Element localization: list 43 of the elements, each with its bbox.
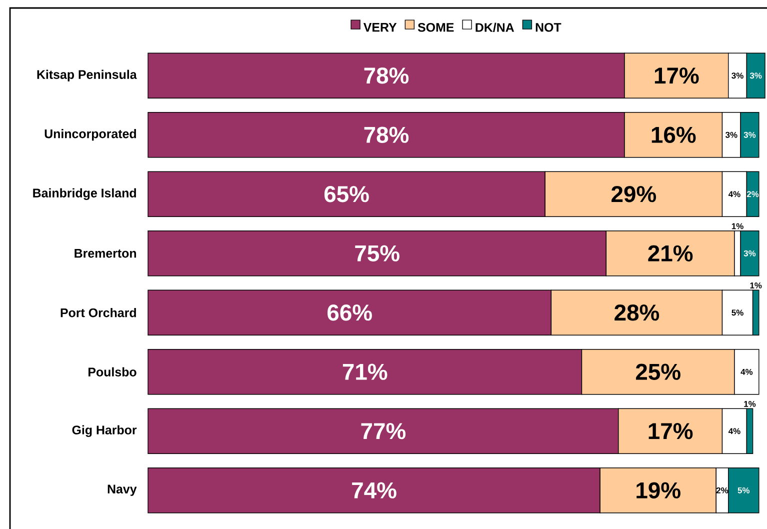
legend-label: SOME [418, 22, 454, 32]
data-label: 77% [361, 423, 406, 440]
legend-label: NOT [536, 22, 562, 32]
data-label: 71% [342, 364, 388, 380]
data-label: 3% [732, 72, 744, 79]
y-tick-label: Poulsbo [88, 367, 136, 376]
data-label: 66% [328, 304, 372, 321]
data-label: 29% [612, 186, 656, 202]
y-tick-label: Gig Harbor [72, 425, 137, 437]
y-tick-label: Kitsap Peninsula [37, 70, 137, 82]
data-label: 4% [740, 368, 753, 375]
data-label: 78% [364, 68, 409, 84]
legend-label: DK/NA [476, 22, 514, 32]
y-tick-label: Navy [108, 484, 137, 496]
data-label: 4% [728, 191, 740, 198]
data-label: 17% [648, 423, 693, 440]
data-label: 74% [352, 482, 396, 498]
legend-label: VERY [363, 23, 397, 32]
data-label: 78% [364, 126, 409, 143]
y-tick-label: Unincorporated [44, 129, 136, 141]
data-label: 28% [614, 304, 660, 321]
y-tick-label: Port Orchard [60, 308, 136, 318]
data-label: 5% [732, 310, 744, 316]
data-label: 1% [732, 223, 744, 230]
data-label: 3% [725, 132, 738, 138]
data-label: 3% [744, 250, 756, 256]
y-tick-label: Bremerton [74, 249, 136, 258]
data-label: 1% [744, 400, 756, 407]
data-label: 17% [654, 68, 699, 84]
data-label: 25% [636, 364, 680, 380]
data-label: 5% [738, 487, 750, 494]
data-label: 75% [355, 245, 400, 262]
data-label: 65% [324, 186, 369, 202]
data-label: 2% [716, 487, 728, 494]
data-label: 1% [750, 282, 762, 288]
data-label: 16% [652, 126, 696, 143]
data-label: 3% [744, 132, 756, 138]
data-label: 19% [636, 482, 680, 498]
data-label: 3% [750, 72, 762, 79]
data-label: 4% [728, 428, 740, 434]
data-label: 2% [746, 191, 759, 198]
y-tick-label: Bainbridge Island [33, 188, 136, 200]
data-label: 21% [648, 245, 693, 262]
